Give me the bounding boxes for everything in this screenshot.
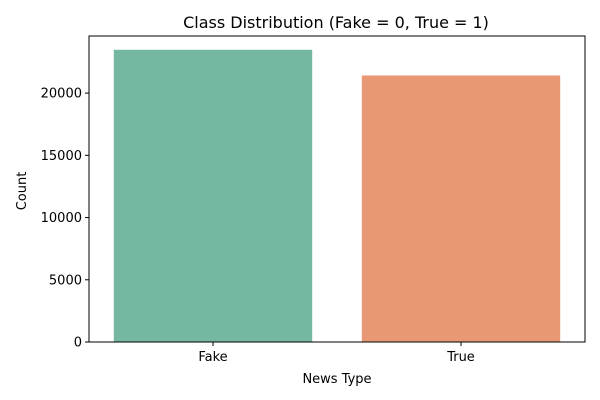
x-tick-label: Fake xyxy=(198,350,227,365)
bar-fake xyxy=(113,49,313,342)
y-tick-label: 5000 xyxy=(49,273,82,288)
y-axis-ticks: 0 5000 10000 15000 20000 xyxy=(41,87,89,351)
y-tick-label: 0 xyxy=(74,336,82,351)
x-axis-label: News Type xyxy=(302,372,371,387)
x-axis-ticks: Fake True xyxy=(198,342,475,365)
y-tick-label: 15000 xyxy=(41,149,82,164)
chart-title: Class Distribution (Fake = 0, True = 1) xyxy=(183,13,489,32)
y-tick-label: 20000 xyxy=(41,87,82,102)
axes-frame xyxy=(88,35,586,343)
plot-frame xyxy=(88,35,586,343)
y-tick-label: 10000 xyxy=(41,211,82,226)
y-axis-label: Count xyxy=(15,172,30,211)
bar-true xyxy=(361,75,561,342)
x-tick-label: True xyxy=(446,350,475,365)
bars-group xyxy=(113,49,561,342)
